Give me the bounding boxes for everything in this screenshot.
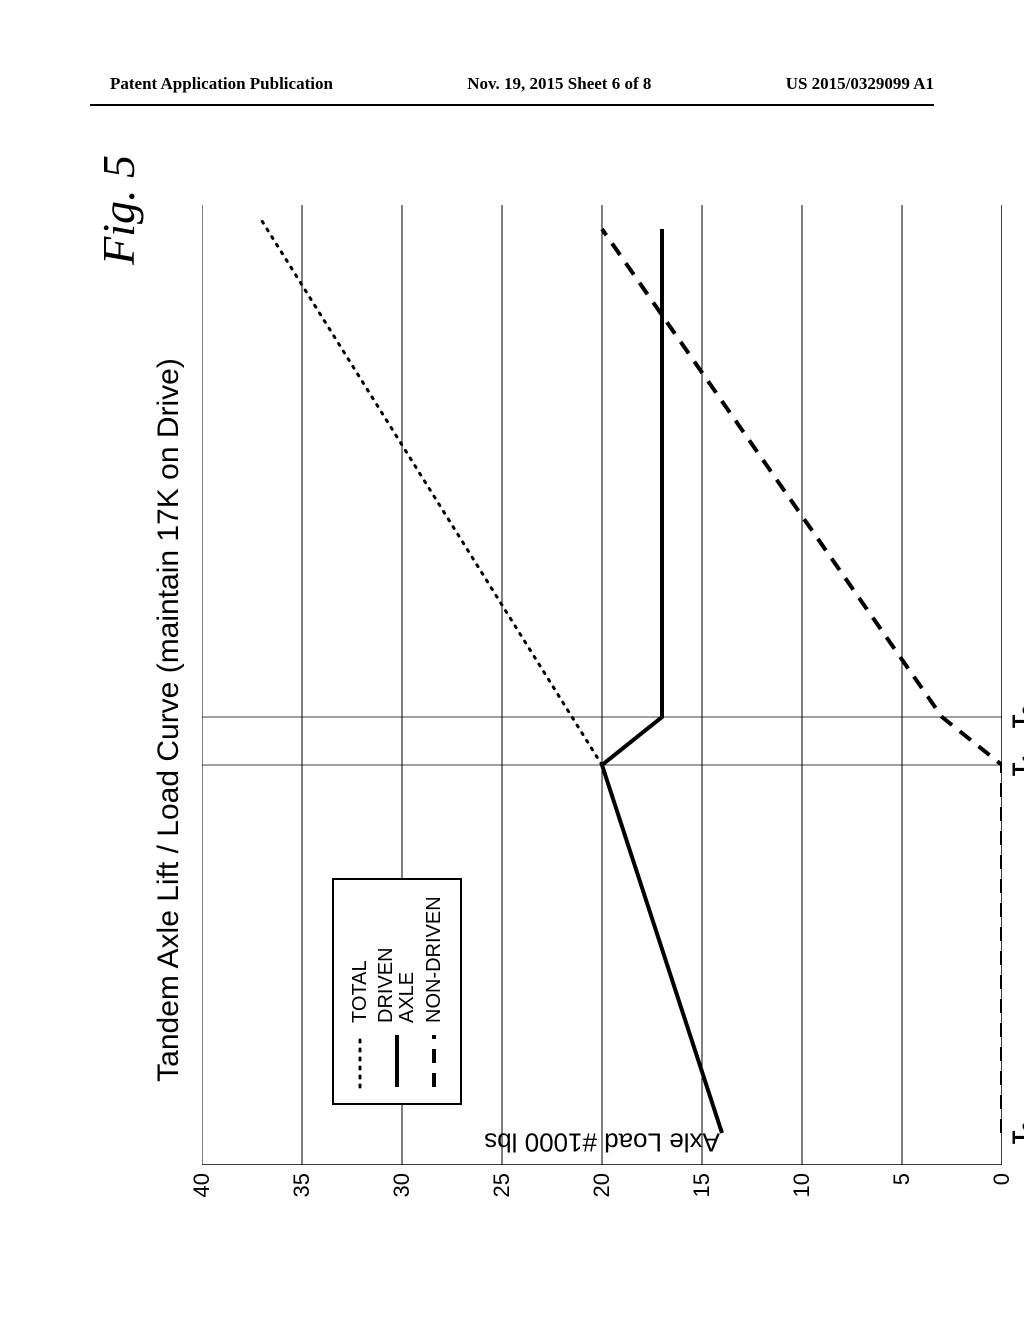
ytick-label: 0 (989, 1173, 1015, 1185)
legend-item: TOTAL (348, 896, 372, 1089)
xtick-label: T1 (1008, 754, 1024, 776)
chart-title: Tandem Axle Lift / Load Curve (maintain … (152, 145, 186, 1295)
header-right: US 2015/0329099 A1 (786, 74, 934, 94)
xtick-label: T0 (1008, 1122, 1024, 1144)
legend-item: NON-DRIVEN (422, 896, 446, 1089)
legend: TOTALDRIVENAXLE NON-DRIVEN (332, 878, 462, 1105)
figure-label: Fig. 5 (92, 155, 145, 265)
chart-svg (202, 205, 1002, 1165)
plot-area: Axle Load #1000 lbs 0510152025303540 T0T… (202, 205, 1002, 1165)
figure-container: Fig. 5 Tandem Axle Lift / Load Curve (ma… (102, 145, 922, 1295)
series-driven-axle (602, 229, 722, 1133)
ytick-label: 5 (889, 1173, 915, 1185)
ytick-label: 30 (389, 1173, 415, 1197)
ytick-label: 10 (789, 1173, 815, 1197)
page-header: Patent Application Publication Nov. 19, … (0, 74, 1024, 94)
header-center: Nov. 19, 2015 Sheet 6 of 8 (467, 74, 651, 94)
legend-label: TOTAL (350, 960, 371, 1023)
ytick-label: 25 (489, 1173, 515, 1197)
page-root: Patent Application Publication Nov. 19, … (0, 0, 1024, 1320)
ytick-label: 40 (189, 1173, 215, 1197)
legend-label: NON-DRIVEN (424, 896, 445, 1023)
legend-swatch-icon (422, 1033, 446, 1089)
header-rule (90, 104, 934, 106)
xtick-label: T2 (1008, 706, 1024, 728)
legend-item: DRIVENAXLE (376, 896, 418, 1089)
ytick-label: 15 (689, 1173, 715, 1197)
series-total (262, 221, 602, 765)
header-left: Patent Application Publication (110, 74, 333, 94)
ytick-label: 20 (589, 1173, 615, 1197)
ytick-label: 35 (289, 1173, 315, 1197)
legend-swatch-icon (385, 1033, 409, 1089)
legend-label: DRIVENAXLE (376, 947, 418, 1023)
legend-swatch-icon (348, 1033, 372, 1089)
